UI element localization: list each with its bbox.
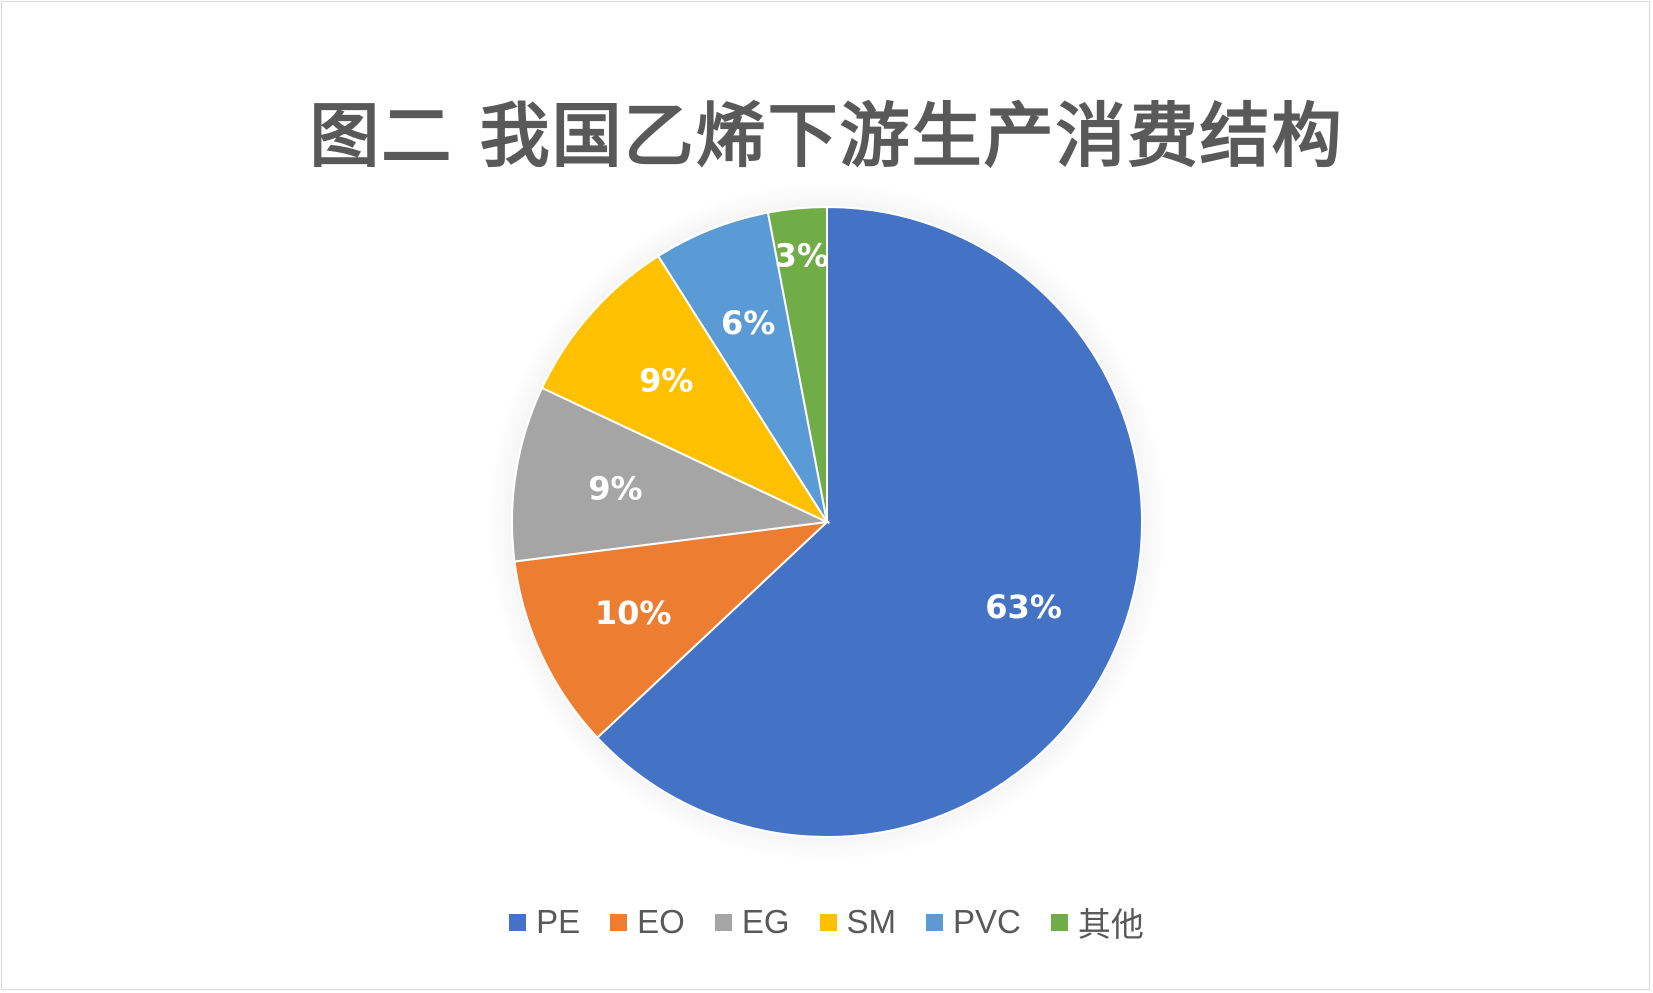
- legend-item-pvc: PVC: [926, 903, 1021, 941]
- legend-swatch: [610, 913, 628, 931]
- legend-label: EG: [741, 903, 790, 940]
- pie-slice-eo: [513, 520, 830, 740]
- legend-swatch: [926, 913, 944, 931]
- legend-item-eg: EG: [714, 903, 790, 941]
- pie-slice-pvc: [656, 211, 828, 523]
- data-label-其他: 3%: [775, 236, 829, 274]
- legend-label: EO: [637, 903, 685, 940]
- data-label-eo: 10%: [595, 594, 672, 632]
- pie-data-labels: 63% 10% 9% 9% 6%3%: [588, 236, 1062, 632]
- legend-item-其他: 其他: [1050, 898, 1144, 946]
- legend-label: PVC: [953, 903, 1021, 940]
- legend-swatch: [819, 913, 837, 931]
- data-label-eg: 9%: [588, 469, 642, 507]
- chart-legend: PE EO EG SM PVC 其他: [0, 898, 1653, 946]
- legend-swatch: [714, 913, 732, 931]
- pie-slice-其他: [766, 205, 828, 523]
- legend-label: 其他: [1077, 906, 1144, 943]
- legend-swatch: [1050, 913, 1068, 931]
- data-label-pe: 63%: [985, 588, 1062, 626]
- pie-slice-pe: [595, 205, 1143, 838]
- legend-item-eo: EO: [610, 903, 685, 941]
- legend-item-pe: PE: [509, 903, 580, 941]
- chart-title: 图二 我国乙烯下游生产消费结构: [309, 95, 1344, 177]
- data-label-pvc: 6%: [721, 304, 775, 342]
- pie-slices: [511, 205, 1143, 838]
- legend-label: PE: [536, 903, 581, 940]
- legend-item-sm: SM: [819, 903, 897, 941]
- pie-slice-eg: [511, 386, 831, 563]
- pie-slice-sm: [540, 254, 830, 525]
- legend-swatch: [509, 913, 527, 931]
- legend-label: SM: [846, 903, 897, 940]
- data-label-sm: 9%: [639, 361, 693, 399]
